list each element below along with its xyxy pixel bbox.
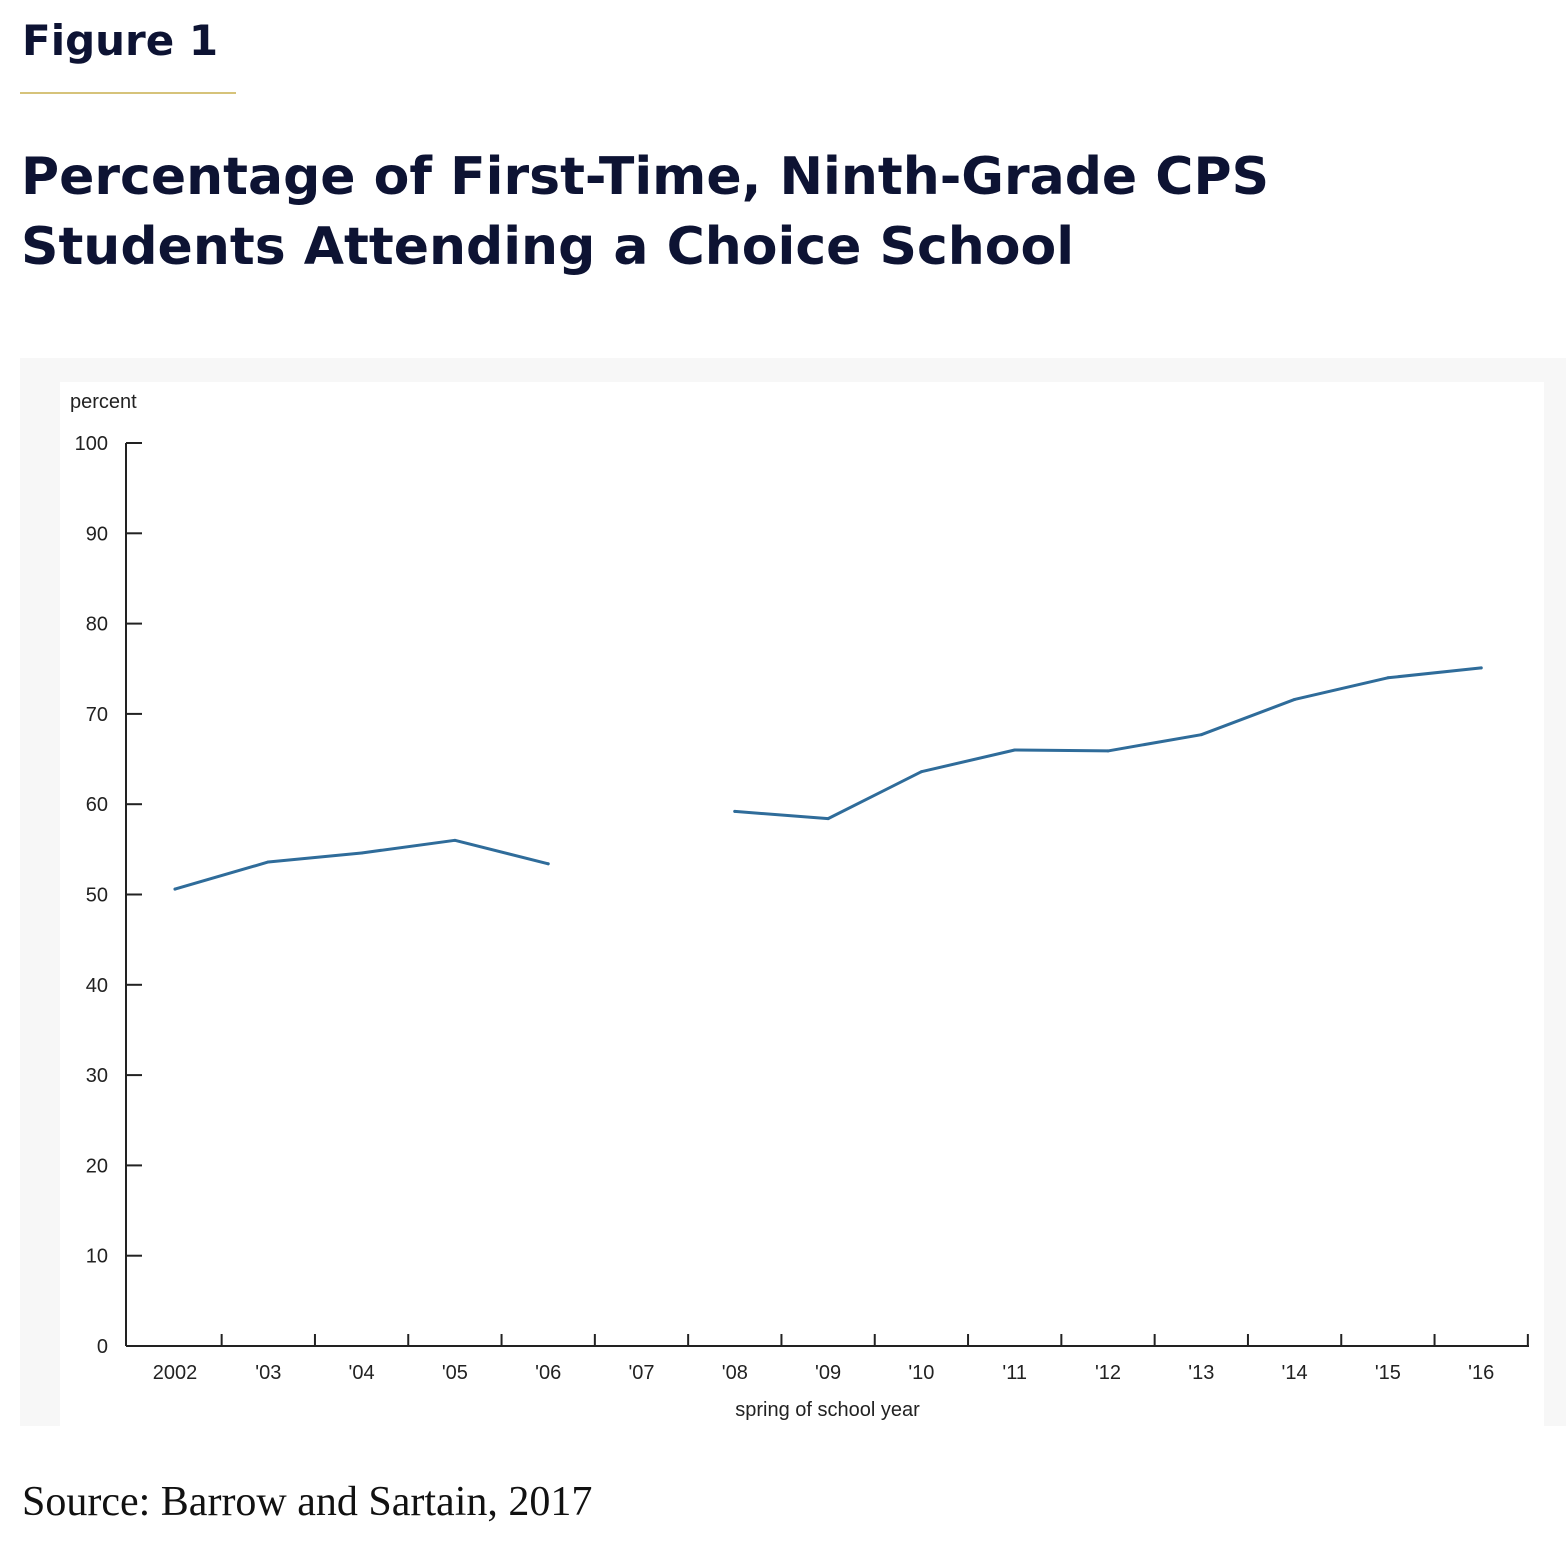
data-point xyxy=(733,809,737,813)
chart-title: Percentage of First-Time, Ninth-Grade CP… xyxy=(21,147,1270,277)
series-line xyxy=(733,666,1483,821)
data-point xyxy=(1386,676,1390,680)
data-point xyxy=(1106,749,1110,753)
x-tick-label: '13 xyxy=(1188,1362,1214,1384)
x-tick-label: '10 xyxy=(908,1362,934,1384)
chart-panel: 0 10 20 30 40 50 60 70 80 90 100 percent 2002 '03 '04 '… xyxy=(20,358,1566,1426)
series-line xyxy=(173,838,550,891)
data-point xyxy=(453,838,457,842)
label-divider xyxy=(20,92,236,94)
x-tick-label: '15 xyxy=(1375,1362,1401,1384)
data-point xyxy=(1293,697,1297,701)
y-tick-label: 50 xyxy=(86,885,108,907)
x-tick-label: '12 xyxy=(1095,1362,1121,1384)
x-tick-label: '04 xyxy=(349,1362,375,1384)
data-point xyxy=(546,862,550,866)
x-tick-label: '14 xyxy=(1282,1362,1308,1384)
y-tick-label: 100 xyxy=(75,433,108,455)
figure-label: Figure 1 xyxy=(22,16,219,65)
source-note: Source: Barrow and Sartain, 2017 xyxy=(22,1479,593,1525)
data-point xyxy=(1479,666,1483,670)
x-tick-label: '05 xyxy=(442,1362,468,1384)
y-tick-label: 60 xyxy=(86,794,108,816)
x-tick-label: '08 xyxy=(722,1362,748,1384)
x-axis-label: spring of school year xyxy=(735,1399,920,1421)
y-tick-label: 90 xyxy=(86,523,108,545)
data-point xyxy=(173,887,177,891)
x-tick-label: 2002 xyxy=(153,1362,198,1384)
y-tick-label: 80 xyxy=(86,614,108,636)
data-point xyxy=(1199,733,1203,737)
line-chart: 0 10 20 30 40 50 60 70 80 90 100 percent 2002 '03 '04 '… xyxy=(70,391,1529,1421)
x-tick-label: '07 xyxy=(628,1362,654,1384)
x-tick-label: '16 xyxy=(1468,1362,1494,1384)
y-tick-label: 10 xyxy=(86,1246,108,1268)
x-tick-label: '11 xyxy=(1002,1362,1027,1384)
data-point xyxy=(266,860,270,864)
x-tick-label: '06 xyxy=(535,1362,561,1384)
y-tick-label: 70 xyxy=(86,704,108,726)
y-tick-label: 0 xyxy=(97,1336,108,1358)
chart-area: 0 10 20 30 40 50 60 70 80 90 100 percent 2002 '03 '04 '… xyxy=(60,382,1544,1426)
data-point xyxy=(826,817,830,821)
x-tick-label: '09 xyxy=(815,1362,841,1384)
y-tick-label: 40 xyxy=(86,975,108,997)
data-point xyxy=(1013,748,1017,752)
y-axis-label: percent xyxy=(70,391,137,413)
y-tick-label: 20 xyxy=(86,1155,108,1177)
data-point xyxy=(919,770,923,774)
x-tick-label: '03 xyxy=(255,1362,281,1384)
y-tick-label: 30 xyxy=(86,1065,108,1087)
data-point xyxy=(360,851,364,855)
